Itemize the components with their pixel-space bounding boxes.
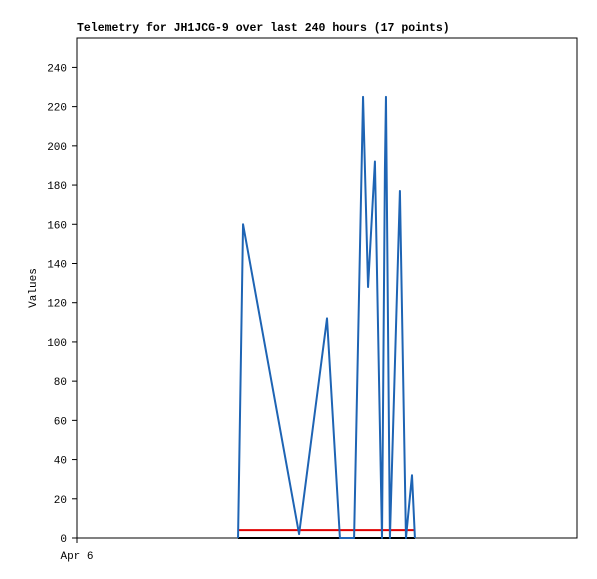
y-tick-label: 140	[47, 259, 67, 271]
y-tick-label: 220	[47, 103, 67, 115]
y-tick-label: 160	[47, 220, 67, 232]
y-tick-label: 60	[54, 416, 67, 428]
series-line	[237, 95, 416, 539]
y-tick-label: 180	[47, 181, 67, 193]
y-tick-label: 240	[47, 63, 67, 75]
chart-title: Telemetry for JH1JCG-9 over last 240 hou…	[77, 22, 450, 35]
y-tick-label: 0	[60, 534, 67, 546]
y-tick-label: 40	[54, 456, 67, 468]
x-tick-label: Apr 6	[60, 551, 93, 563]
y-tick-label: 120	[47, 299, 67, 311]
y-tick-label: 80	[54, 377, 67, 389]
y-tick-label: 20	[54, 495, 67, 507]
y-tick-label: 200	[47, 142, 67, 154]
y-tick-label: 100	[47, 338, 67, 350]
y-axis-label: Values	[28, 268, 40, 308]
